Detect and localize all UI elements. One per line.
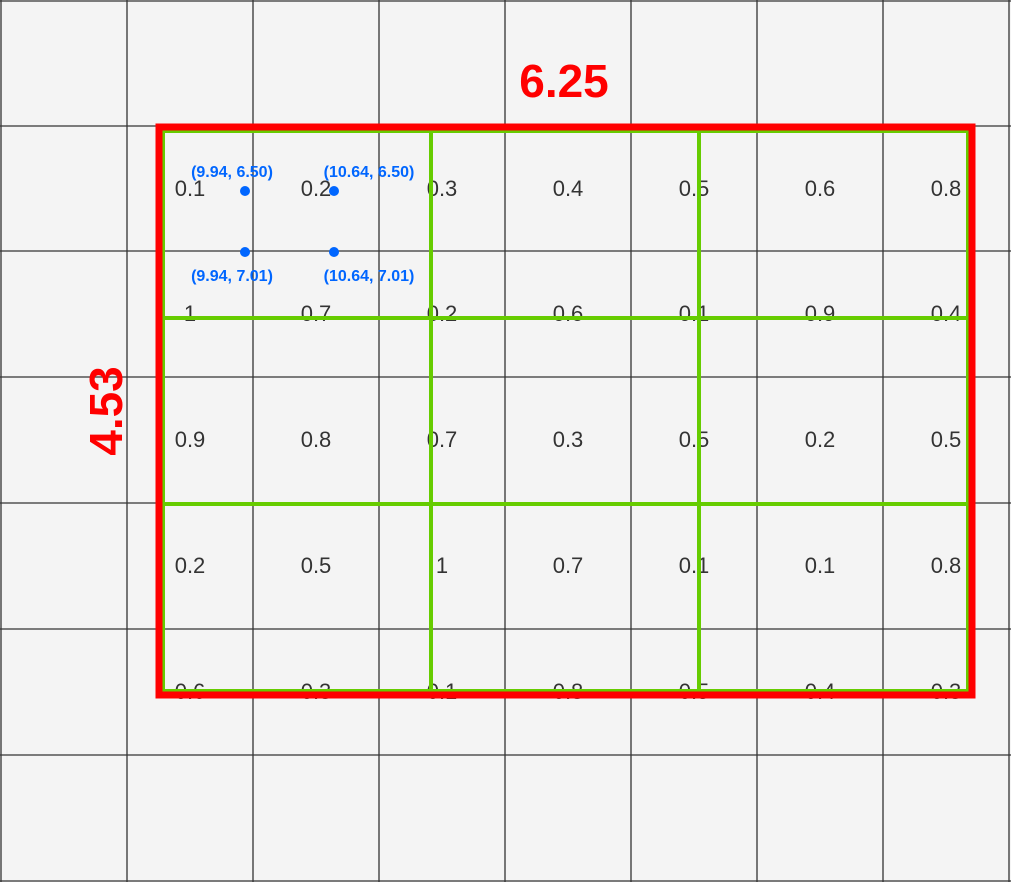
cell-value-r3-c6: 0.8 [931,553,962,578]
cell-value-r0-c5: 0.6 [805,176,836,201]
cell-value-r1-c3: 0.6 [553,301,584,326]
cell-value-r2-c6: 0.5 [931,427,962,452]
height-label: 4.53 [80,366,132,456]
inner-grid [161,129,970,693]
cell-value-r2-c4: 0.5 [679,427,710,452]
cell-value-r3-c2: 1 [436,553,448,578]
coordinate-points: (9.94, 6.50) (10.64, 6.50) (9.94, 7.01) (10… [191,164,414,285]
cell-value-r3-c4: 0.1 [679,553,710,578]
cell-value-r2-c0: 0.9 [175,427,206,452]
point-marker-0 [240,186,250,196]
point-label-0: (9.94, 6.50) [191,164,273,181]
cell-value-r3-c1: 0.5 [301,553,332,578]
cell-value-r2-c1: 0.8 [301,427,332,452]
point-label-3: (10.64, 7.01) [324,268,415,285]
inner-grid-border [161,129,970,693]
cell-value-r2-c5: 0.2 [805,427,836,452]
cell-value-r0-c3: 0.4 [553,176,584,201]
point-marker-2 [240,247,250,257]
cell-value-r0-c6: 0.8 [931,176,962,201]
cell-value-r1-c6: 0.4 [931,301,962,326]
cell-value-r0-c4: 0.5 [679,176,710,201]
point-marker-1 [329,186,339,196]
cell-value-r1-c5: 0.9 [805,301,836,326]
width-label: 6.25 [519,55,609,107]
point-marker-3 [329,247,339,257]
point-label-2: (9.94, 7.01) [191,268,273,285]
cell-value-r1-c4: 0.1 [679,301,710,326]
cell-values: 0.1 0.2 0.3 0.4 0.5 0.6 0.8 1 0.7 0.2 0.6 0.1 0.9 0.4… [175,176,962,704]
cell-value-r3-c5: 0.1 [805,553,836,578]
outer-rectangle [155,123,976,699]
cell-value-r1-c1: 0.7 [301,301,332,326]
point-label-1: (10.64, 6.50) [324,164,415,181]
cell-value-r0-c1: 0.2 [301,176,332,201]
cell-value-r3-c0: 0.2 [175,553,206,578]
cell-value-r2-c3: 0.3 [553,427,584,452]
cell-value-r1-c0: 1 [184,301,196,326]
cell-value-r0-c0: 0.1 [175,176,206,201]
cell-value-r3-c3: 0.7 [553,553,584,578]
